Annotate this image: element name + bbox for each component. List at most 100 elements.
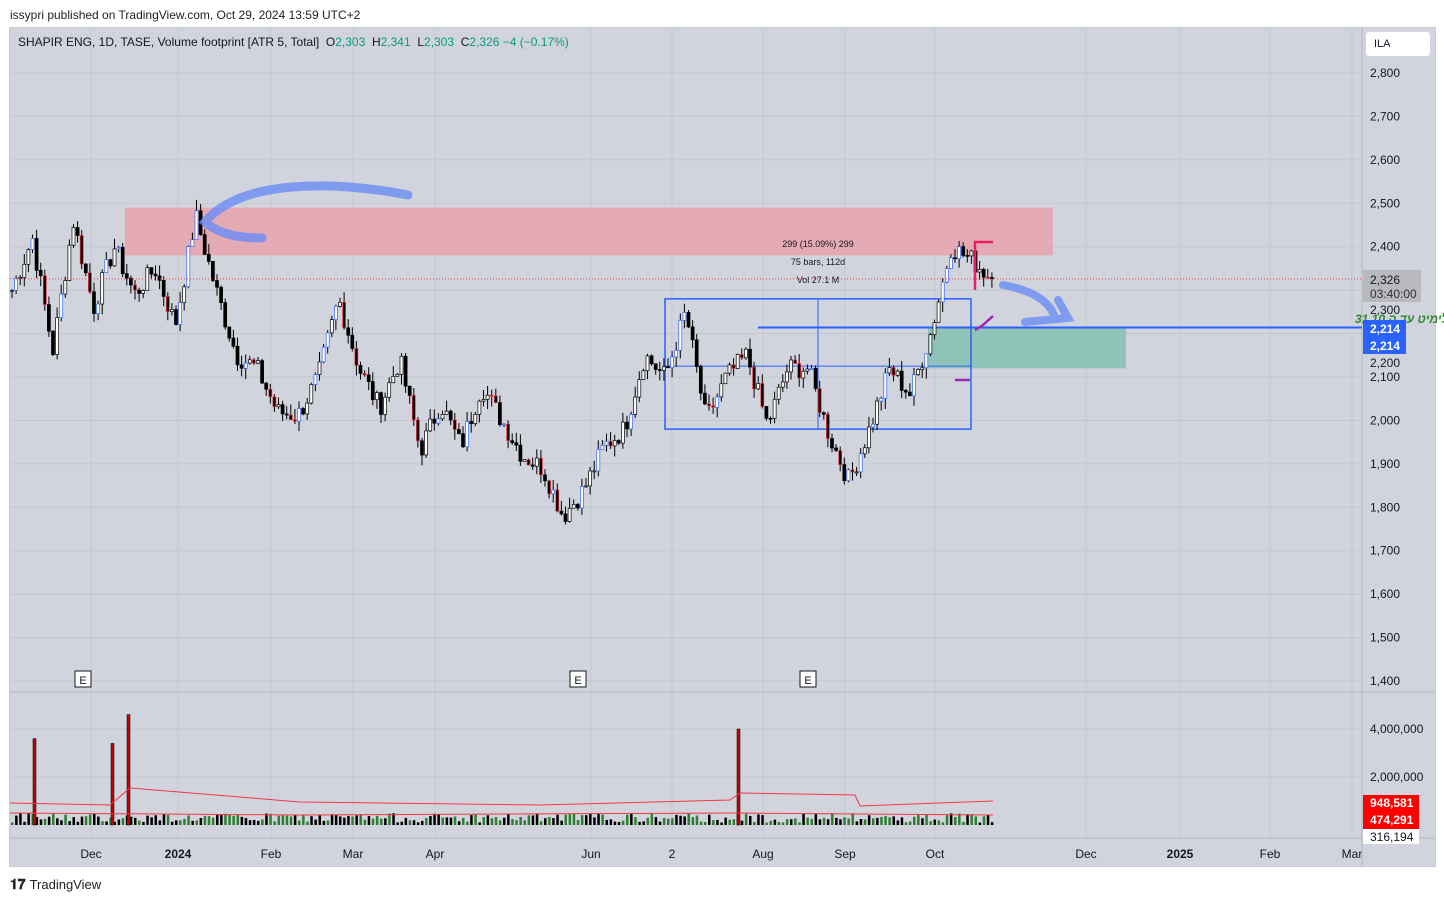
volume-bar	[523, 820, 526, 825]
candle-body	[383, 396, 387, 415]
candle-body	[416, 419, 420, 442]
volume-bar	[453, 816, 457, 825]
candle-body	[604, 441, 609, 446]
candle-body	[34, 238, 39, 271]
candle-body	[776, 386, 781, 400]
volume-spike	[126, 714, 131, 826]
candle-body	[153, 273, 158, 277]
candle-body	[686, 312, 691, 328]
volume-bar	[744, 813, 748, 825]
candle-body	[280, 404, 285, 415]
candle-body	[752, 366, 756, 390]
candle-body	[186, 246, 191, 288]
candle-body	[370, 381, 375, 401]
time-tick-label: Dec	[1075, 847, 1096, 861]
volume-bar	[363, 819, 367, 825]
volume-bar	[708, 814, 711, 825]
limit-price-label-2: 2,214	[1370, 339, 1400, 353]
volume-bar	[441, 817, 444, 825]
candle-body	[780, 381, 785, 388]
candle-body	[645, 355, 650, 372]
volume-bar	[777, 821, 781, 825]
candle-body	[957, 246, 961, 260]
candle-body	[875, 400, 879, 425]
candle-body	[10, 290, 14, 292]
volume-bar	[449, 817, 453, 825]
volume-bar	[597, 814, 600, 825]
chart-frame[interactable]	[9, 27, 1436, 867]
volume-bar	[925, 814, 928, 825]
candle-body	[403, 355, 408, 387]
tradingview-logo[interactable]: 𝟏𝟕 TradingView	[10, 876, 101, 893]
candle-body	[498, 402, 502, 425]
candle-body	[47, 304, 51, 332]
volume-bar	[757, 814, 760, 825]
volume-bar	[691, 817, 695, 825]
volume-ma-line	[9, 787, 994, 807]
time-tick-label: 2024	[165, 847, 192, 861]
close-value: 2,326	[469, 35, 500, 49]
candle-body	[887, 367, 892, 374]
volume-bar	[580, 815, 584, 825]
volume-bar	[826, 819, 830, 825]
candle-body	[22, 263, 27, 278]
volume-bar	[302, 814, 305, 825]
volume-bar	[15, 815, 18, 825]
currency-button[interactable]: ILA	[1366, 32, 1430, 56]
volume-bar	[818, 819, 822, 825]
volume-bar	[675, 814, 678, 825]
earnings-marker	[74, 670, 92, 688]
volume-bar	[695, 815, 699, 825]
change-value: −4 (−0.17%)	[502, 35, 569, 49]
candle-body	[461, 433, 465, 448]
candle-body	[174, 309, 178, 325]
volume-bar	[19, 813, 22, 825]
volume-bar	[347, 815, 350, 825]
candle-body	[309, 384, 314, 404]
volume-bar	[52, 813, 55, 825]
candle-body	[772, 398, 777, 419]
candle-body	[756, 383, 761, 390]
time-tick-label: Apr	[426, 847, 445, 861]
candle-body	[256, 360, 260, 364]
candle-body	[26, 249, 31, 265]
volume-bar	[117, 819, 121, 825]
volume-bar	[101, 821, 104, 825]
candle-body	[932, 322, 937, 336]
candle-body	[657, 369, 662, 371]
volume-bar	[285, 815, 289, 825]
earnings-label: E	[804, 675, 811, 687]
volume-bar	[892, 816, 895, 825]
price-tick-label: 2,600	[1370, 153, 1400, 167]
volume-bar	[211, 817, 215, 825]
candle-body	[268, 388, 273, 398]
last-price-label: 2,326	[1370, 273, 1400, 287]
candle-body	[707, 403, 711, 407]
candle-body	[965, 255, 970, 257]
candle-body	[547, 480, 551, 495]
candle-body	[666, 366, 670, 369]
candle-body	[793, 359, 797, 364]
volume-bar	[970, 814, 973, 825]
candle-body	[748, 348, 752, 368]
volume-bar	[958, 813, 961, 825]
candle-body	[473, 413, 478, 425]
volume-bar	[220, 814, 223, 825]
candle-body	[284, 413, 289, 416]
volume-bar	[810, 819, 813, 825]
volume-bar	[330, 814, 334, 825]
candle-body	[805, 368, 810, 372]
candle-body	[785, 371, 789, 383]
measure-volume-text: Vol 27.1 M	[797, 275, 840, 285]
candle-body	[563, 513, 568, 522]
volume-bar	[322, 820, 326, 825]
volume-bar	[662, 817, 666, 825]
candle-body	[858, 453, 863, 473]
candle-body	[346, 327, 351, 336]
volume-bar	[371, 818, 375, 825]
volume-bar	[437, 814, 440, 825]
candle-body	[723, 372, 728, 385]
volume-bar	[269, 813, 272, 825]
candle-body	[629, 414, 633, 430]
